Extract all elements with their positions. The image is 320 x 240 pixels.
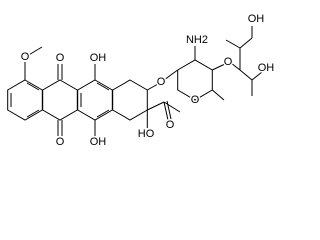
bonds: [7, 26, 263, 136]
bond: [211, 89, 225, 101]
bond: [26, 46, 43, 57]
double-bond: [96, 82, 110, 91]
ring: [42, 79, 78, 121]
atom-label: OH: [90, 136, 107, 148]
atom-label: OH: [248, 13, 265, 25]
bond: [239, 37, 253, 49]
atom-label: O: [56, 136, 65, 148]
bond: [163, 101, 169, 121]
atom-label: O: [56, 52, 65, 64]
bond: [251, 71, 263, 81]
atom-label: O: [21, 51, 30, 63]
bond: [212, 63, 226, 71]
atom-labels: O O O OH OH O HO O O NH2 O OH OH: [19, 11, 276, 149]
double-bond: [26, 82, 40, 91]
bond: [225, 39, 241, 49]
atom-label: O: [224, 56, 233, 68]
double-bond: [96, 109, 110, 118]
bond: [230, 62, 241, 71]
ring: [77, 79, 113, 121]
bond: [163, 101, 181, 113]
structure-diagram: O O O OH OH O HO O O NH2 O OH OH: [7, 11, 276, 149]
ring: [112, 79, 148, 121]
atom-label: OH: [90, 52, 107, 64]
page: {"atom_labels": ["O", "O", "O", "OH", "O…: [7, 11, 276, 149]
atom-label: O: [157, 76, 166, 88]
bond: [239, 69, 253, 81]
atom-label: HO: [138, 128, 155, 140]
ring: [7, 79, 43, 121]
atom-label: OH: [258, 62, 275, 74]
bond: [147, 83, 159, 91]
atom-label: NH2: [186, 34, 208, 46]
atom-label: O: [166, 119, 175, 131]
bond: [147, 101, 165, 111]
bond: [163, 69, 178, 81]
atom-label: O: [191, 94, 200, 106]
double-bond: [26, 109, 40, 118]
